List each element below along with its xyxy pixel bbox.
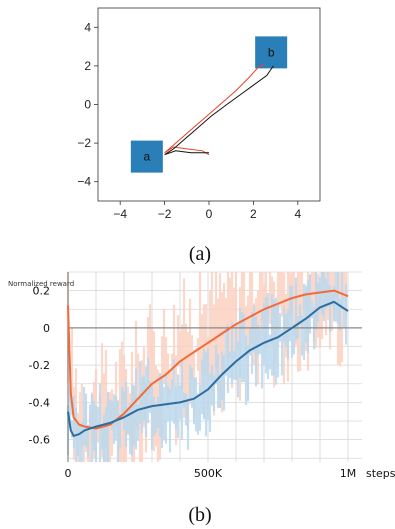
x-tick-label-b: 1M (340, 467, 357, 480)
y-tick-label-b: -0.6 (29, 434, 50, 447)
box-label-b: b (268, 45, 275, 59)
box-a (130, 140, 163, 173)
y-tick-label-a: −4 (77, 175, 91, 189)
plot-b: 0.2 0 -0.2 -0.4 -0.6 0 500K 1M (29, 271, 362, 480)
trajectory-line-2 (164, 65, 274, 156)
x-tick-label-a: −4 (113, 207, 127, 221)
x-tick-label-b: 500K (194, 467, 223, 480)
x-tick-label-a: 2 (250, 207, 257, 221)
plot-a: −4 −2 0 2 4 4 2 0 −2 −4 a b (77, 20, 301, 221)
y-tick-label-a: 4 (84, 20, 91, 34)
x-tick-label-a: 0 (206, 207, 213, 221)
series-line-1 (67, 289, 349, 430)
x-tick-label-b: 0 (65, 467, 72, 480)
trajectory-line-1 (164, 63, 265, 156)
y-tick-label-b: -0.2 (29, 359, 50, 372)
x-axis-label-b: steps (366, 467, 395, 480)
box-b (255, 36, 288, 69)
y-tick-label-a: 0 (84, 98, 91, 112)
x-tick-label-a: −2 (158, 207, 172, 221)
box-label-a: a (143, 150, 150, 164)
y-tick-label-b: 0 (43, 322, 50, 335)
x-tick-label-a: 4 (294, 207, 301, 221)
y-tick-label-b: 0.2 (33, 285, 51, 298)
y-axis-label-b: Normalized reward (8, 280, 74, 288)
y-tick-label-a: 2 (84, 59, 91, 73)
caption-b: (b) (188, 504, 211, 526)
y-tick-label-b: -0.4 (29, 396, 50, 409)
series-line-2 (67, 300, 349, 437)
caption-a: (a) (189, 243, 211, 265)
y-tick-label-a: −2 (77, 136, 91, 150)
